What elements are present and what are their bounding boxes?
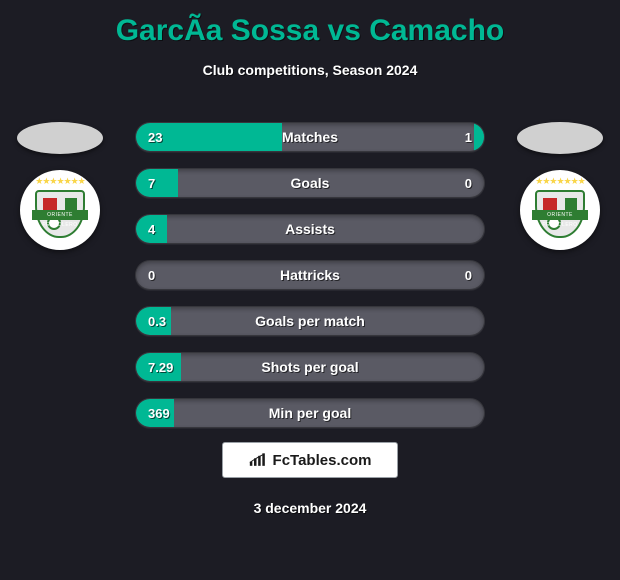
badge-banner: ORIENTE PETROLERO — [32, 210, 88, 220]
badge-banner: ORIENTE PETROLERO — [532, 210, 588, 220]
subtitle: Club competitions, Season 2024 — [0, 62, 620, 78]
brand-text: FcTables.com — [273, 452, 372, 469]
player-right-club-badge: ★★★★★★★ ORIENTE PETROLERO — [520, 170, 600, 250]
stat-row-shots-per-goal: 7.29 Shots per goal — [135, 352, 485, 382]
stats-container: 23 Matches 1 7 Goals 0 4 Assists 0 Hattr… — [135, 122, 485, 444]
player-left-column: ★★★★★★★ ORIENTE PETROLERO — [10, 122, 110, 250]
badge-stars-icon: ★★★★★★★ — [30, 176, 90, 187]
player-right-column: ★★★★★★★ ORIENTE PETROLERO — [510, 122, 610, 250]
footer-date: 3 december 2024 — [0, 500, 620, 516]
brand-logo: FcTables.com — [222, 442, 398, 478]
stat-label: Goals — [136, 169, 484, 197]
stat-row-goals: 7 Goals 0 — [135, 168, 485, 198]
stat-value-right: 0 — [465, 261, 472, 289]
stat-label: Hattricks — [136, 261, 484, 289]
stat-value-right: 0 — [465, 169, 472, 197]
stat-row-min-per-goal: 369 Min per goal — [135, 398, 485, 428]
page-title: GarcÃ­a Sossa vs Camacho — [0, 0, 620, 48]
stat-row-hattricks: 0 Hattricks 0 — [135, 260, 485, 290]
stat-label: Goals per match — [136, 307, 484, 335]
badge-stars-icon: ★★★★★★★ — [530, 176, 590, 187]
stat-label: Shots per goal — [136, 353, 484, 381]
stat-label: Assists — [136, 215, 484, 243]
stat-value-right: 1 — [465, 123, 472, 151]
player-left-club-badge: ★★★★★★★ ORIENTE PETROLERO — [20, 170, 100, 250]
player-right-silhouette — [517, 122, 603, 154]
stat-label: Matches — [136, 123, 484, 151]
player-left-silhouette — [17, 122, 103, 154]
stat-label: Min per goal — [136, 399, 484, 427]
bars-icon — [249, 452, 269, 468]
stat-row-goals-per-match: 0.3 Goals per match — [135, 306, 485, 336]
stat-row-assists: 4 Assists — [135, 214, 485, 244]
stat-row-matches: 23 Matches 1 — [135, 122, 485, 152]
